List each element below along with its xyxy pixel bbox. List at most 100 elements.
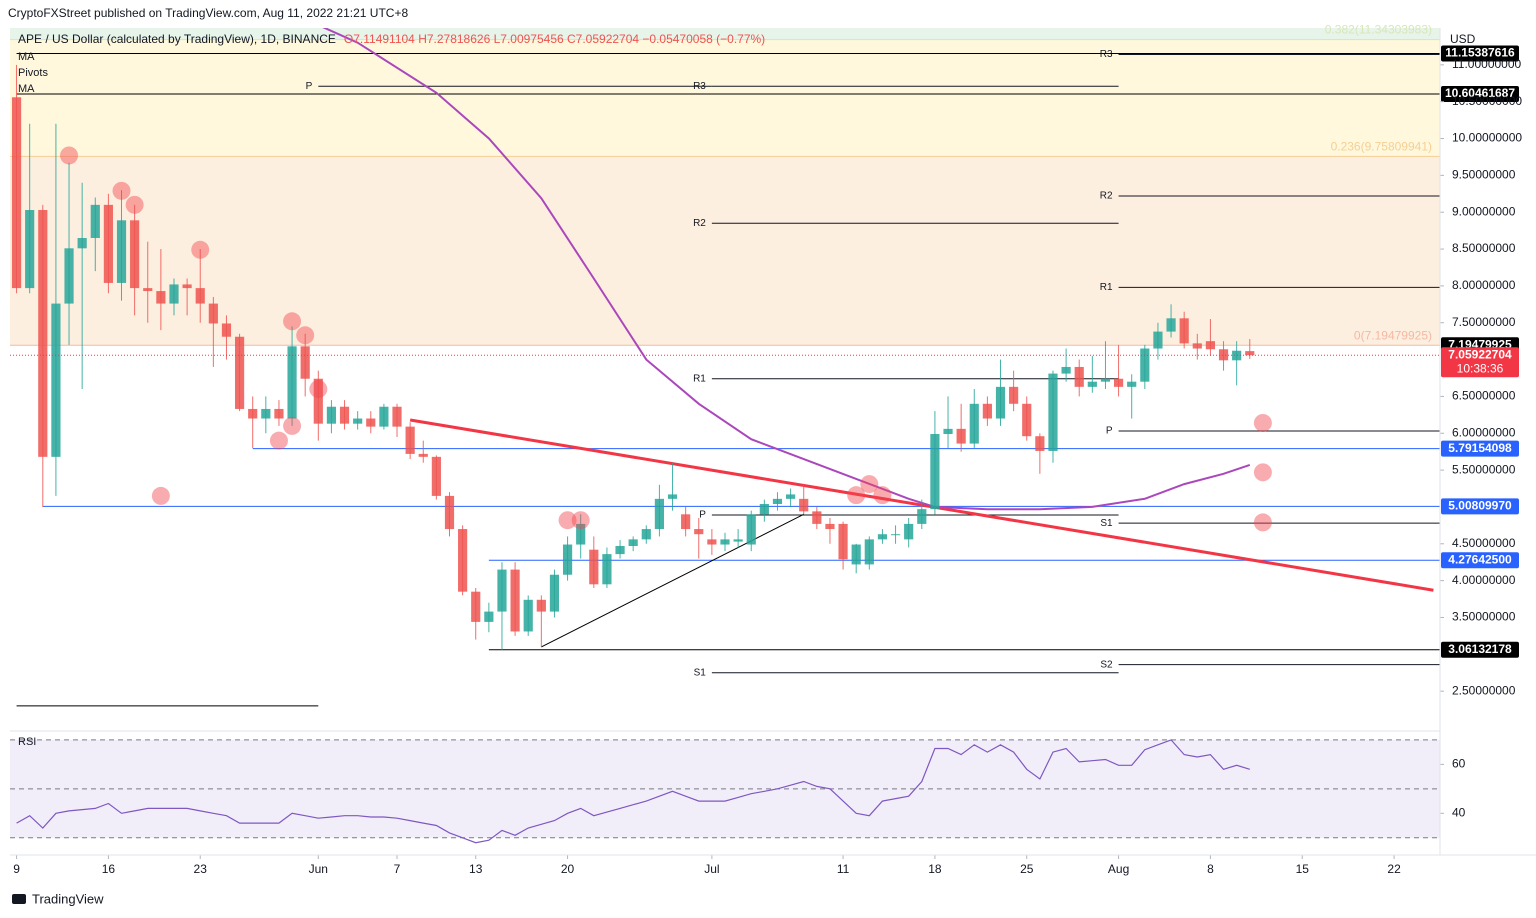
pivot-label: R2 <box>693 218 706 229</box>
candle-body <box>523 599 533 632</box>
candle-body <box>589 549 599 585</box>
marker <box>1253 413 1272 432</box>
marker <box>571 511 590 530</box>
footer: TradingView <box>32 891 104 906</box>
level-box <box>1441 641 1519 658</box>
candle-body <box>116 220 127 283</box>
candle-body <box>1166 318 1176 332</box>
candle-body <box>746 514 756 545</box>
pivot-label: P <box>699 510 706 521</box>
background-layer <box>10 28 1440 346</box>
candle-body <box>615 546 625 555</box>
candle-body <box>274 408 284 419</box>
candle-body <box>169 284 179 304</box>
level-label: 4.27642500 <box>1448 552 1512 566</box>
candle-body <box>786 494 796 499</box>
candle-body <box>287 346 297 419</box>
x-tick-label: 22 <box>1387 862 1401 876</box>
candle-body <box>1218 349 1229 361</box>
candle-body <box>90 204 100 238</box>
y-tick-label: 6.50000000 <box>1452 389 1516 403</box>
pivot-label: S2 <box>1100 659 1113 670</box>
candle-body <box>694 529 704 535</box>
level-box <box>1441 45 1519 62</box>
candle-body <box>904 523 914 540</box>
level-box <box>1441 498 1519 515</box>
countdown: 10:38:36 <box>1457 361 1504 375</box>
y-tick-label: 8.00000000 <box>1452 278 1516 292</box>
candle-body <box>300 346 310 379</box>
legend-entry: MA <box>18 83 35 95</box>
candle-body <box>982 403 992 419</box>
candle-body <box>208 303 218 324</box>
candle-body <box>497 569 507 612</box>
x-tick-label: 25 <box>1020 862 1034 876</box>
candle-body <box>1192 343 1202 349</box>
last-price-box <box>1441 347 1519 378</box>
marker <box>873 486 892 505</box>
rsi-line <box>16 739 1250 844</box>
candle-body <box>956 428 966 444</box>
candle-body <box>195 288 205 304</box>
candle-body <box>877 534 888 540</box>
candle-body <box>182 284 192 289</box>
pivot-label: P <box>306 81 313 92</box>
x-tick-label: 15 <box>1296 862 1310 876</box>
ohlc-values: O7.11491104 H7.27818626 L7.00975456 C7.0… <box>344 32 765 46</box>
x-tick-label: 9 <box>13 862 20 876</box>
candle-body <box>1035 436 1045 451</box>
candle-body <box>156 291 166 304</box>
marker <box>860 475 879 494</box>
marker <box>191 240 210 259</box>
candle-body <box>418 453 428 457</box>
y-tick-label: 3.50000000 <box>1452 610 1516 624</box>
level-label: 5.79154098 <box>1448 441 1512 455</box>
rsi-label: RSI <box>18 736 36 748</box>
candle-body <box>1232 350 1242 361</box>
candle-body <box>1100 378 1111 382</box>
marker <box>269 431 288 450</box>
candle-body <box>1127 381 1137 387</box>
marker <box>309 380 328 399</box>
rsi-tick-label: 40 <box>1452 805 1466 819</box>
x-tick-label: Jul <box>704 862 719 876</box>
candle-body <box>1048 373 1058 451</box>
y-tick-label: 2.50000000 <box>1452 683 1516 697</box>
rsi-pane <box>10 739 1440 844</box>
x-tick-label: 20 <box>561 862 575 876</box>
y-tick-label: 9.50000000 <box>1452 168 1516 182</box>
level-box <box>1441 440 1519 457</box>
candle-body <box>261 408 271 419</box>
candle-body <box>326 406 337 424</box>
level-label: 10.60461687 <box>1445 86 1515 100</box>
footer-logo <box>12 894 26 904</box>
pivot-label: R1 <box>693 373 706 384</box>
fib-band <box>10 156 1440 346</box>
candle-body <box>969 403 979 444</box>
candle-body <box>444 495 455 530</box>
candle-body <box>772 498 783 504</box>
candle-body <box>1245 351 1255 356</box>
candle-body <box>64 248 74 304</box>
candle-body <box>234 336 245 409</box>
candle-body <box>825 523 835 530</box>
candle-body <box>221 323 232 337</box>
level-label: 11.15387616 <box>1445 46 1515 60</box>
candle-body <box>851 544 861 565</box>
candle-body <box>1179 318 1189 344</box>
x-tick-label: 8 <box>1207 862 1214 876</box>
candle-body <box>1074 366 1084 387</box>
candle-body <box>536 599 546 612</box>
pivot-label: S1 <box>694 667 707 678</box>
x-tick-label: 13 <box>469 862 483 876</box>
candle-body <box>838 523 848 560</box>
fib-band <box>10 39 1440 157</box>
publisher: CryptoFXStreet published on TradingView.… <box>8 6 408 20</box>
legend-entry: MA <box>18 51 35 63</box>
candle-body <box>1153 331 1163 349</box>
price-pane: P R3 R2 R1 P S1 R3 R2 R1 P S1 S2 <box>10 28 1440 707</box>
candle-body <box>890 534 901 536</box>
candle-body <box>1140 348 1150 382</box>
legend-entry: Pivots <box>18 67 48 79</box>
overlay: 0.382(11.34303983) 0.236(9.75809941) 0(7.1… <box>13 23 1522 876</box>
